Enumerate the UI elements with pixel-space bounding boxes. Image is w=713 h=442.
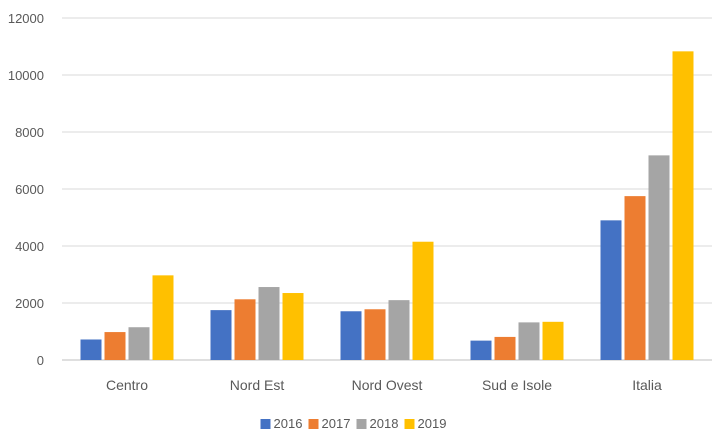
x-tick-label: Nord Est — [230, 377, 285, 393]
legend-label: 2016 — [274, 416, 303, 431]
bar — [672, 51, 694, 360]
legend-swatch — [404, 419, 415, 429]
legend-label: 2017 — [322, 416, 351, 431]
legend-label: 2018 — [370, 416, 399, 431]
legend-label: 2019 — [418, 416, 447, 431]
bar — [210, 310, 232, 360]
bar — [234, 299, 256, 360]
bar — [542, 321, 564, 360]
y-axis-ticks: 0 2000 4000 6000 8000 10000 12000 — [8, 11, 44, 368]
x-tick-label: Nord Ovest — [352, 377, 423, 393]
x-tick-label: Sud e Isole — [482, 377, 552, 393]
y-tick-label: 10000 — [8, 68, 44, 83]
legend-swatch — [308, 419, 319, 429]
bar — [152, 275, 174, 360]
bar — [518, 322, 540, 360]
y-tick-label: 6000 — [15, 182, 44, 197]
legend: 2016 2017 2018 2019 — [260, 416, 447, 431]
bar — [624, 196, 646, 360]
bar — [104, 332, 126, 360]
bar — [600, 220, 622, 360]
bar — [128, 327, 150, 360]
y-tick-label: 0 — [37, 353, 44, 368]
x-tick-label: Centro — [106, 377, 148, 393]
bar — [470, 340, 492, 360]
legend-swatch — [356, 419, 367, 429]
bar — [364, 309, 386, 360]
bar — [282, 293, 304, 360]
bar — [412, 241, 434, 360]
bar — [388, 300, 410, 360]
y-tick-label: 2000 — [15, 296, 44, 311]
y-tick-label: 4000 — [15, 239, 44, 254]
bars — [80, 51, 694, 360]
bar — [648, 155, 670, 360]
legend-swatch — [260, 419, 271, 429]
y-tick-label: 12000 — [8, 11, 44, 26]
bar — [340, 311, 362, 360]
bar — [258, 287, 280, 360]
bar — [80, 339, 102, 360]
x-axis-ticks: Centro Nord Est Nord Ovest Sud e Isole Itali… — [106, 377, 662, 393]
x-tick-label: Italia — [632, 377, 662, 393]
bar — [494, 336, 516, 360]
y-tick-label: 8000 — [15, 125, 44, 140]
